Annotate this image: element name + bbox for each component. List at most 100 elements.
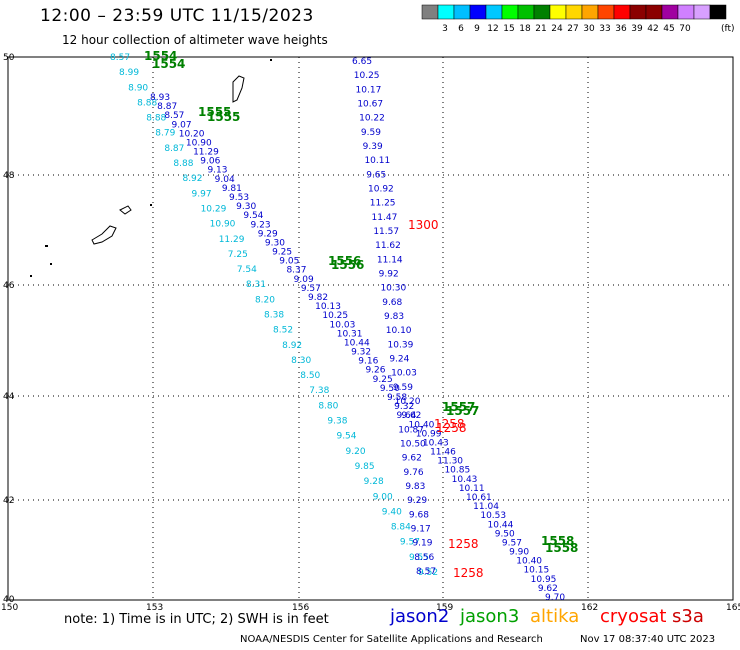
swh-label-blue: 10.20 [179,129,205,139]
swh-label-blue-track: 9.64 [396,411,416,421]
swh-label-cyan: 9.40 [382,507,402,517]
footnote: note: 1) Time is in UTC; 2) SWH is in fe… [64,612,329,627]
swh-label-blue-track: 9.29 [407,496,427,506]
credit-org: NOAA/NESDIS Center for Satellite Applica… [240,634,543,645]
swh-label-blue-track: 10.03 [391,369,417,379]
swh-label-blue: 9.82 [308,293,328,303]
swh-label-cyan: 11.29 [219,235,245,245]
pass-label-red: 1300 [408,218,439,232]
colorbar-swatch [501,4,519,20]
swh-label-cyan: 8.57 [110,53,130,63]
swh-label-blue-track: 9.83 [384,312,404,322]
swh-label-cyan: 7.25 [228,250,248,260]
pass-label-green: 1556 [331,258,364,272]
swh-label-blue-track: 10.67 [357,100,383,110]
colorbar-label: 21 [535,24,546,34]
swh-label-blue: 10.95 [531,575,557,585]
credit-line: NOAA/NESDIS Center for Satellite Applica… [0,634,740,650]
colorbar-label: 42 [647,24,658,34]
swh-label-blue-track: 9.19 [412,539,432,549]
swh-label-blue: 10.40 [516,557,542,567]
swh-label-cyan: 8.92 [282,341,302,351]
swh-label-blue-track: 10.22 [359,114,385,124]
swh-label-cyan: 8.90 [128,83,148,93]
swh-label-blue: 9.13 [207,166,227,176]
swh-label-blue: 9.57 [301,284,321,294]
swh-label-blue-track: 9.68 [382,298,402,308]
swh-label-blue-track: 11.47 [372,213,398,223]
swh-label-blue: 10.99 [416,429,442,439]
swh-label-blue: 9.25 [373,375,393,385]
colorbar-label: 33 [599,24,610,34]
swh-label-blue: 9.58 [387,393,407,403]
colorbar-label: 27 [567,24,578,34]
swh-label-cyan: 8.50 [300,371,320,381]
lat-tick: 48 [3,171,15,181]
swh-label-blue-track: 10.25 [354,71,380,81]
swh-label-cyan: 8.88 [173,159,193,169]
colorbar-label: 30 [583,24,595,34]
colorbar-label: 15 [503,24,514,34]
swh-label-blue: 10.40 [409,420,435,430]
swh-label-cyan: 8.31 [246,280,266,290]
swh-label-blue: 9.16 [358,357,378,367]
lon-tick: 156 [292,603,309,613]
colorbar-label: 6 [458,24,464,34]
swh-label-blue: 9.54 [243,211,263,221]
swh-label-blue: 11.29 [193,148,219,158]
swh-label-blue: 9.26 [365,366,385,376]
swh-label-blue: 9.30 [236,202,256,212]
colorbar-swatch [597,4,615,20]
swh-label-blue-track: 9.92 [379,270,399,280]
colorbar-swatch [629,4,647,20]
colorbar-swatch [469,4,487,20]
swh-label-blue: 10.13 [315,302,341,312]
swh-label-blue-track: 8.56 [414,553,434,563]
map-subtitle: 12 hour collection of altimeter wave hei… [62,33,328,47]
colorbar-swatch [485,4,503,20]
swh-labels: 8.578.998.908.888.888.798.878.888.929.97… [110,49,578,603]
swh-label-blue-track: 9.62 [402,454,422,464]
swh-label-blue: 10.15 [523,566,549,576]
colorbar-swatch [581,4,599,20]
swh-label-cyan: 8.80 [318,401,338,411]
swh-label-cyan: 9.97 [192,189,212,199]
swh-label-cyan: 9.20 [346,447,366,457]
colorbar-swatch [421,4,439,20]
swh-label-cyan: 9.85 [355,462,375,472]
swh-label-cyan: 9.57 [400,538,420,548]
swh-label-cyan: 8.88 [137,98,157,108]
swh-label-blue: 9.06 [200,157,220,167]
swh-label-blue-track: 9.83 [405,482,425,492]
pass-label-red: 1258 [448,537,479,551]
swh-label-blue-track: 10.20 [395,397,421,407]
lon-tick: 165 [726,603,740,613]
swh-label-cyan: 8.52 [273,326,293,336]
swh-label-blue: 10.31 [337,329,363,339]
swh-label-cyan: 8.38 [264,311,284,321]
swh-label-blue: 10.43 [452,475,478,485]
swh-label-blue-track: 11.62 [375,241,401,251]
swh-label-blue: 10.25 [322,311,348,321]
swh-label-cyan: 9.38 [327,417,347,427]
swh-label-cyan: 10.29 [201,204,227,214]
swh-label-blue-track: 9.17 [411,525,431,535]
swh-label-blue-track: 10.10 [386,326,412,336]
colorbar-swatch [693,4,711,20]
swh-label-blue: 9.50 [495,529,515,539]
swh-label-blue: 9.32 [351,348,371,358]
swh-label-blue-track: 11.14 [377,255,403,265]
swh-label-blue-track: 9.65 [366,170,386,180]
colorbar-label: 9 [474,24,480,34]
colorbar-label: 12 [487,24,498,34]
swh-label-blue: 9.90 [509,548,529,558]
swh-label-cyan: 10.90 [210,220,236,230]
swh-label-blue-track: 8.57 [416,567,436,577]
colorbar-swatch [517,4,535,20]
swh-label-blue-track: 9.59 [393,383,413,393]
swh-label-blue: 9.70 [545,593,565,603]
swh-label-blue: 9.50 [380,384,400,394]
swh-label-blue-track: 9.24 [389,355,409,365]
